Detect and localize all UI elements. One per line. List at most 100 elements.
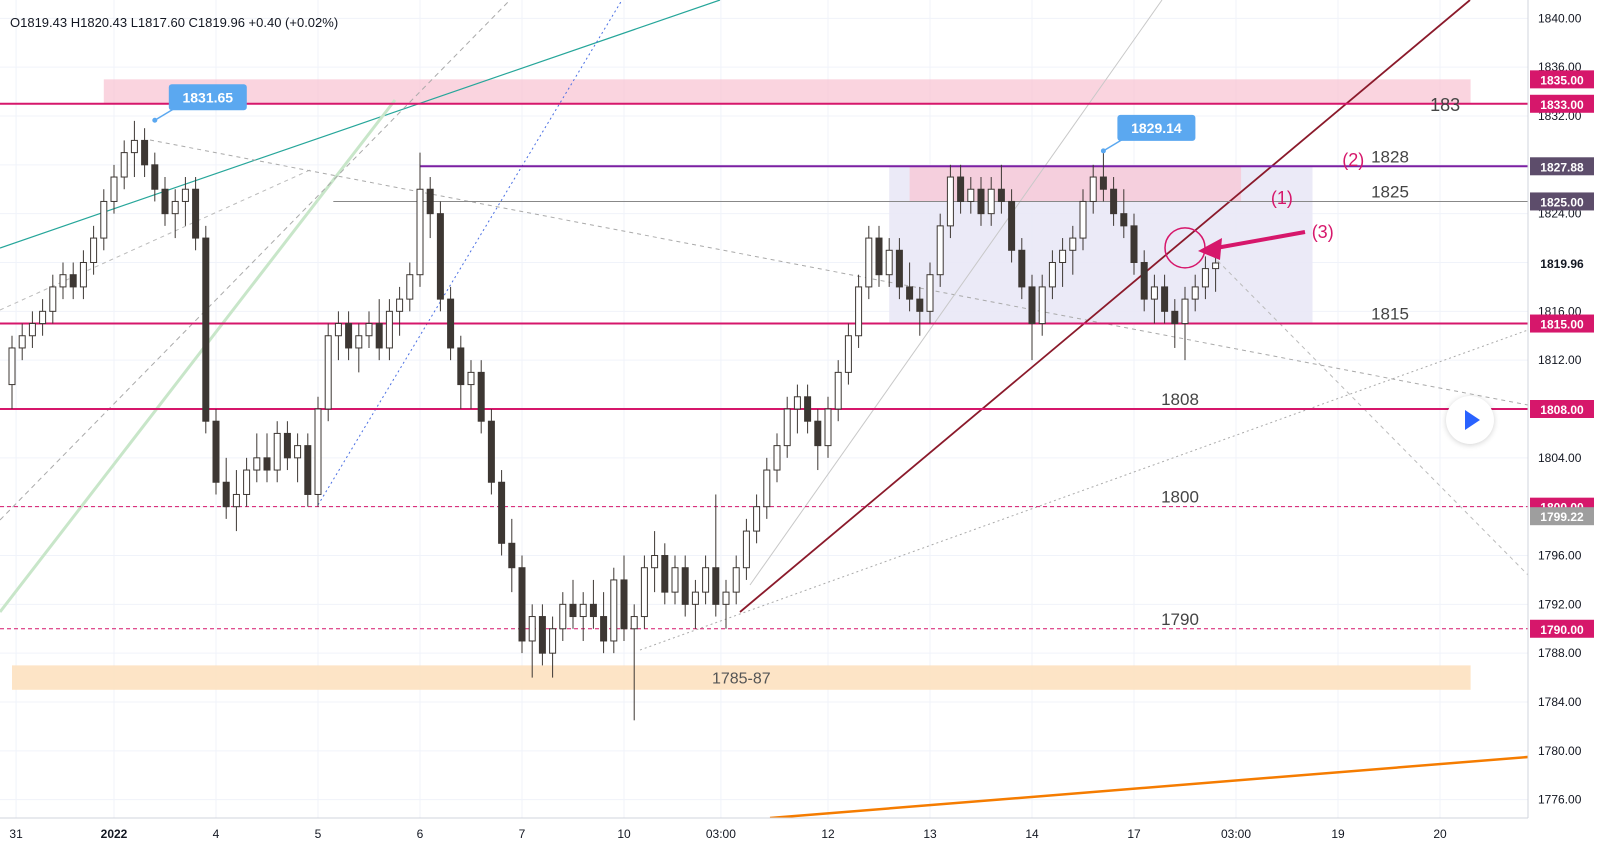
trendline [149, 139, 1529, 406]
price-label-box [1530, 157, 1594, 176]
candle-body [232, 493, 240, 508]
x-tick-label: 03:00 [706, 827, 736, 841]
level-label: 1790 [1161, 610, 1199, 629]
price-label-text: 1815.00 [1540, 318, 1584, 332]
candle-body [416, 188, 424, 276]
candle-body [120, 152, 128, 178]
candle-body [243, 469, 251, 495]
y-tick-label: 1840.00 [1538, 11, 1582, 25]
candle-body [528, 616, 536, 642]
candle-body [1130, 225, 1138, 263]
candle-body [630, 616, 638, 630]
level-label: 1815 [1371, 305, 1409, 324]
candle-body [467, 371, 475, 386]
candle-body [559, 603, 567, 630]
candle-body [90, 237, 98, 263]
candle-body [1212, 262, 1220, 270]
candle-body [130, 139, 138, 154]
candle-body [457, 347, 465, 386]
candle-body [793, 396, 801, 410]
candle-body [355, 335, 363, 349]
candle-body [1059, 249, 1067, 263]
candle-body [967, 188, 975, 202]
candles [8, 120, 1220, 721]
candle-body [1120, 213, 1128, 227]
trendline [317, 0, 623, 506]
candle-body [651, 555, 659, 569]
candle-body [895, 249, 903, 288]
candle-body [1089, 176, 1097, 202]
candle-body [69, 274, 77, 288]
y-tick-label: 1812.00 [1538, 353, 1582, 367]
price-label-text: 1799.22 [1540, 510, 1584, 524]
arrow-shaft [1204, 230, 1306, 252]
candle-body [212, 420, 220, 483]
candle-body [324, 335, 332, 410]
price-label-text: 1808.00 [1540, 403, 1584, 417]
play-button[interactable] [1446, 396, 1494, 444]
candle-body [1171, 310, 1179, 325]
candle-body [824, 408, 832, 447]
level-label: 1800 [1161, 488, 1199, 507]
candle-body [814, 420, 822, 447]
candle-body [1201, 268, 1209, 288]
y-tick-label: 1792.00 [1538, 597, 1582, 611]
candle-body [916, 298, 924, 312]
candle-body [100, 200, 108, 239]
callout-label: 1831.65 [182, 89, 233, 105]
trendline [749, 0, 1163, 586]
candle-body [39, 310, 47, 325]
callout-pointer [154, 107, 176, 121]
price-label-box [1530, 94, 1594, 113]
candle-body [732, 567, 740, 593]
level-label: 1808 [1161, 390, 1199, 409]
time-axis-bg [0, 818, 1600, 851]
candle-body [1069, 237, 1077, 251]
candle-body [957, 176, 965, 202]
trendline [0, 0, 511, 521]
candle-body [712, 567, 720, 605]
candle-body [600, 616, 608, 642]
candle-body [763, 469, 771, 508]
candle-body [385, 310, 393, 349]
candle-body [161, 188, 169, 215]
y-tick-label: 1804.00 [1538, 451, 1582, 465]
candle-body [1161, 286, 1169, 312]
x-tick-label: 13 [923, 827, 937, 841]
x-tick-label: 7 [519, 827, 526, 841]
candle-body [406, 274, 414, 300]
x-tick-label: 31 [9, 827, 23, 841]
candle-body [671, 567, 679, 593]
candle-body [987, 188, 995, 215]
candle-body [273, 432, 281, 471]
ohlc-readout: O1819.43 H1820.43 L1817.60 C1819.96 +0.4… [10, 15, 339, 30]
x-tick-label: 4 [213, 827, 220, 841]
price-label-box [1530, 619, 1594, 638]
level-label: 1828 [1371, 147, 1409, 166]
candle-body [365, 323, 373, 337]
candle-body [804, 396, 812, 422]
candle-body [18, 335, 26, 349]
zone [103, 79, 1471, 104]
candle-body [1110, 188, 1118, 215]
y-tick-label: 1788.00 [1538, 646, 1582, 660]
candle-body [28, 323, 36, 337]
candle-body [263, 457, 271, 471]
trendline [0, 0, 721, 249]
candle-body [314, 408, 322, 495]
candle-body [375, 323, 383, 349]
trendline [769, 750, 1591, 820]
candle-body [202, 237, 210, 422]
candle-body [59, 274, 67, 288]
candle-body [345, 323, 353, 349]
price-label-box [1530, 70, 1594, 89]
zone-label: 1785-87 [712, 671, 771, 688]
candle-body [283, 432, 291, 459]
price-label-box [1530, 400, 1594, 418]
x-tick-label: 2022 [101, 827, 128, 841]
trend-lines [0, 0, 1591, 820]
candle-body [447, 298, 455, 349]
candle-body [181, 188, 189, 202]
